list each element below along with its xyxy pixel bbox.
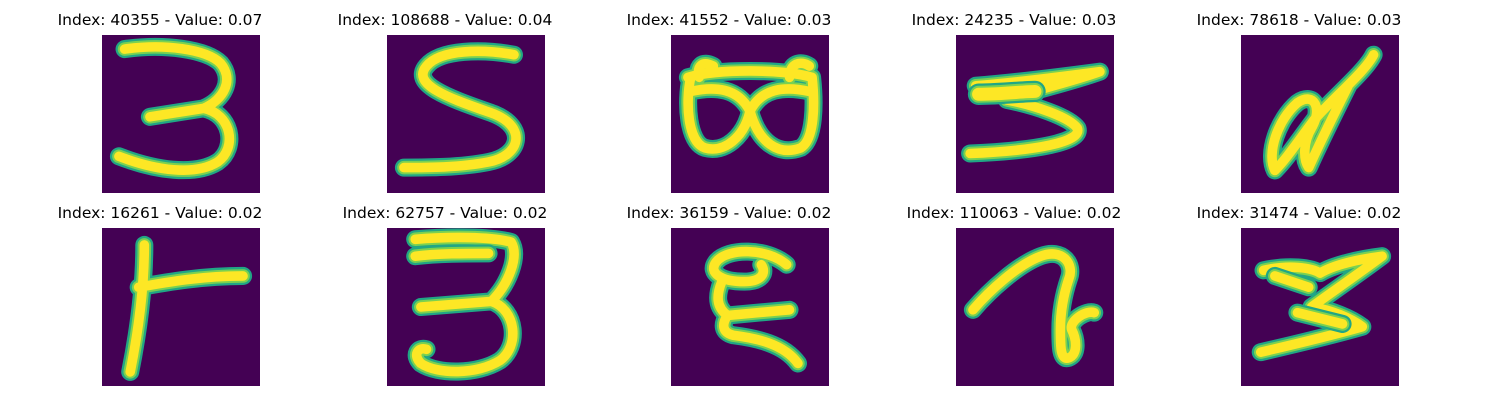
sample-title: Index: 16261 - Value: 0.02 — [57, 204, 263, 222]
digit-stroke — [410, 248, 494, 262]
sample-title: Index: 78618 - Value: 0.03 — [1196, 11, 1402, 29]
digit-image — [1241, 35, 1399, 193]
sample-title: Index: 40355 - Value: 0.07 — [57, 11, 263, 29]
digit-image — [387, 228, 545, 386]
sample-title: Index: 24235 - Value: 0.03 — [911, 11, 1117, 29]
sample-panel: Index: 40355 - Value: 0.07 — [40, 8, 280, 198]
digit-image — [671, 228, 829, 386]
digit-stroke — [114, 42, 235, 175]
digit-stroke — [972, 84, 1042, 101]
digit-stroke — [410, 232, 519, 377]
sample-panel: Index: 108688 - Value: 0.04 — [325, 8, 565, 198]
digit-image — [671, 35, 829, 193]
sample-title: Index: 31474 - Value: 0.02 — [1196, 204, 1402, 222]
digit-stroke — [399, 46, 521, 173]
sample-panel: Index: 62757 - Value: 0.02 — [325, 201, 565, 391]
digit-stroke — [709, 246, 803, 369]
digit-image — [956, 35, 1114, 193]
sample-panel: Index: 24235 - Value: 0.03 — [894, 8, 1134, 198]
digit-stroke — [683, 58, 819, 156]
digit-image — [102, 35, 260, 193]
sample-panel: Index: 78618 - Value: 0.03 — [1179, 8, 1419, 198]
sample-panel: Index: 16261 - Value: 0.02 — [40, 201, 280, 391]
sample-title: Index: 41552 - Value: 0.03 — [626, 11, 832, 29]
digit-image — [387, 35, 545, 193]
sample-title: Index: 110063 - Value: 0.02 — [906, 204, 1122, 222]
sample-title: Index: 36159 - Value: 0.02 — [626, 204, 832, 222]
digit-image — [1241, 228, 1399, 386]
sample-panel: Index: 31474 - Value: 0.02 — [1179, 201, 1419, 391]
digit-stroke — [1267, 49, 1379, 176]
digit-stroke — [1270, 271, 1348, 329]
sample-panel: Index: 41552 - Value: 0.03 — [609, 8, 849, 198]
sample-title: Index: 108688 - Value: 0.04 — [337, 11, 553, 29]
digit-stroke — [125, 240, 248, 377]
sample-panel: Index: 36159 - Value: 0.02 — [609, 201, 849, 391]
digit-image — [102, 228, 260, 386]
sample-title: Index: 62757 - Value: 0.02 — [342, 204, 548, 222]
digit-stroke — [968, 249, 1100, 363]
sample-panel: Index: 110063 - Value: 0.02 — [894, 201, 1134, 391]
digit-image — [956, 228, 1114, 386]
